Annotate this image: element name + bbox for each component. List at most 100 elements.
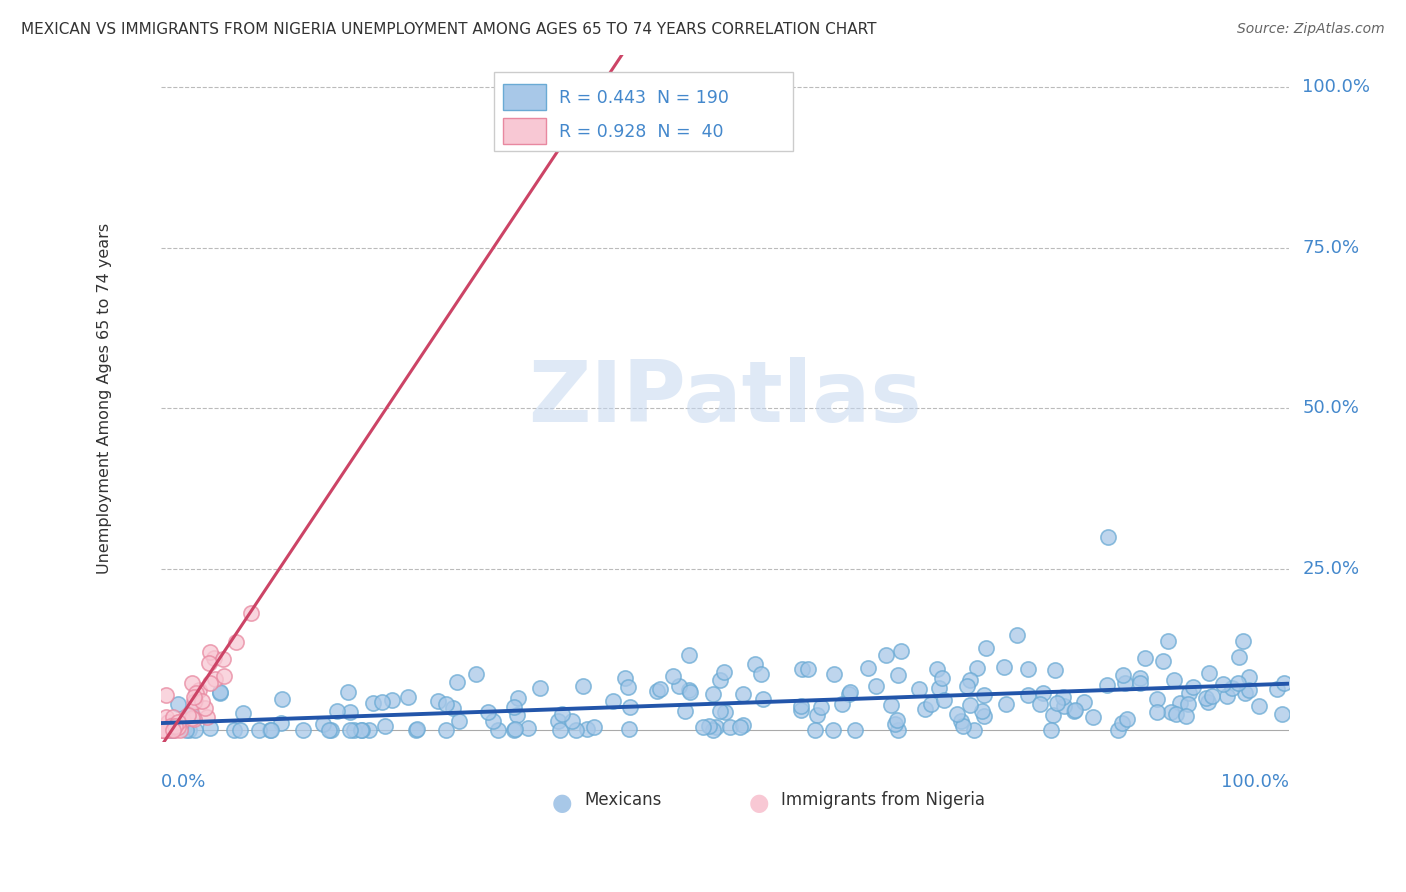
Point [959,698,981,712]
Point [198,645,221,659]
Point [790,699,813,714]
Point [1272,676,1295,690]
Text: R = 0.443  N = 190: R = 0.443 N = 190 [560,89,730,107]
Point [1163,673,1185,687]
Point [678,648,700,663]
Point [673,704,696,718]
Point [790,702,813,716]
Point [928,681,950,695]
Point [821,723,844,737]
Point [214,669,236,683]
FancyBboxPatch shape [494,72,793,152]
Point [1175,708,1198,723]
Point [229,723,252,737]
Point [405,723,427,737]
Point [183,712,205,726]
Point [1237,670,1260,684]
Point [561,714,583,728]
Point [1216,689,1239,703]
Point [1146,705,1168,719]
Point [159,723,181,737]
Point [1029,698,1052,712]
Point [709,704,731,718]
Point [1168,696,1191,710]
Point [162,723,184,737]
Point [803,723,825,737]
Point [202,650,225,665]
Point [212,652,235,666]
Point [426,694,449,708]
Text: 100.0%: 100.0% [1220,773,1289,791]
Point [311,716,333,731]
Bar [503,119,546,145]
Point [718,720,741,734]
Point [1212,677,1234,691]
Point [371,695,394,709]
Point [165,719,187,733]
Point [156,715,179,730]
Point [270,716,292,731]
Point [352,723,374,737]
Point [162,723,184,737]
Point [1111,715,1133,730]
Point [155,723,177,737]
Point [529,681,551,695]
Point [884,716,907,731]
Point [505,722,527,736]
Point [564,723,586,737]
Point [865,679,887,693]
Point [166,714,188,729]
Text: 50.0%: 50.0% [1302,400,1360,417]
Point [880,698,903,713]
Point [318,723,340,737]
Point [645,683,668,698]
Text: ●: ● [551,790,572,814]
Point [381,693,404,707]
Point [204,672,226,686]
Point [714,705,737,719]
Point [260,723,283,737]
Point [668,679,690,693]
Point [150,723,173,737]
Point [434,723,457,737]
Point [749,667,772,681]
Point [1160,705,1182,719]
Point [844,723,866,737]
Point [1226,676,1249,690]
Point [838,687,860,701]
Point [1097,530,1119,544]
Point [357,723,380,737]
Point [925,662,948,676]
Point [396,690,419,704]
Point [181,710,204,724]
Point [1198,665,1220,680]
Point [858,661,880,675]
Point [1114,675,1136,690]
Point [163,723,186,737]
Point [517,721,540,735]
Point [1042,708,1064,723]
Point [1195,690,1218,705]
Point [209,685,232,699]
Point [222,723,245,737]
Point [744,657,766,671]
Text: 100.0%: 100.0% [1302,78,1371,96]
Point [887,723,910,737]
Point [179,723,201,737]
Point [617,723,640,737]
Point [1063,703,1085,717]
Point [1157,633,1180,648]
Point [155,710,177,724]
Text: ●: ● [748,790,769,814]
Point [180,706,202,721]
Point [797,662,820,676]
Point [503,723,526,737]
Point [1133,650,1156,665]
Point [326,704,349,718]
Text: Unemployment Among Ages 65 to 74 years: Unemployment Among Ages 65 to 74 years [97,223,112,574]
Point [292,723,315,737]
Point [974,640,997,655]
Point [1234,686,1257,700]
Point [184,694,207,708]
Point [155,688,177,702]
